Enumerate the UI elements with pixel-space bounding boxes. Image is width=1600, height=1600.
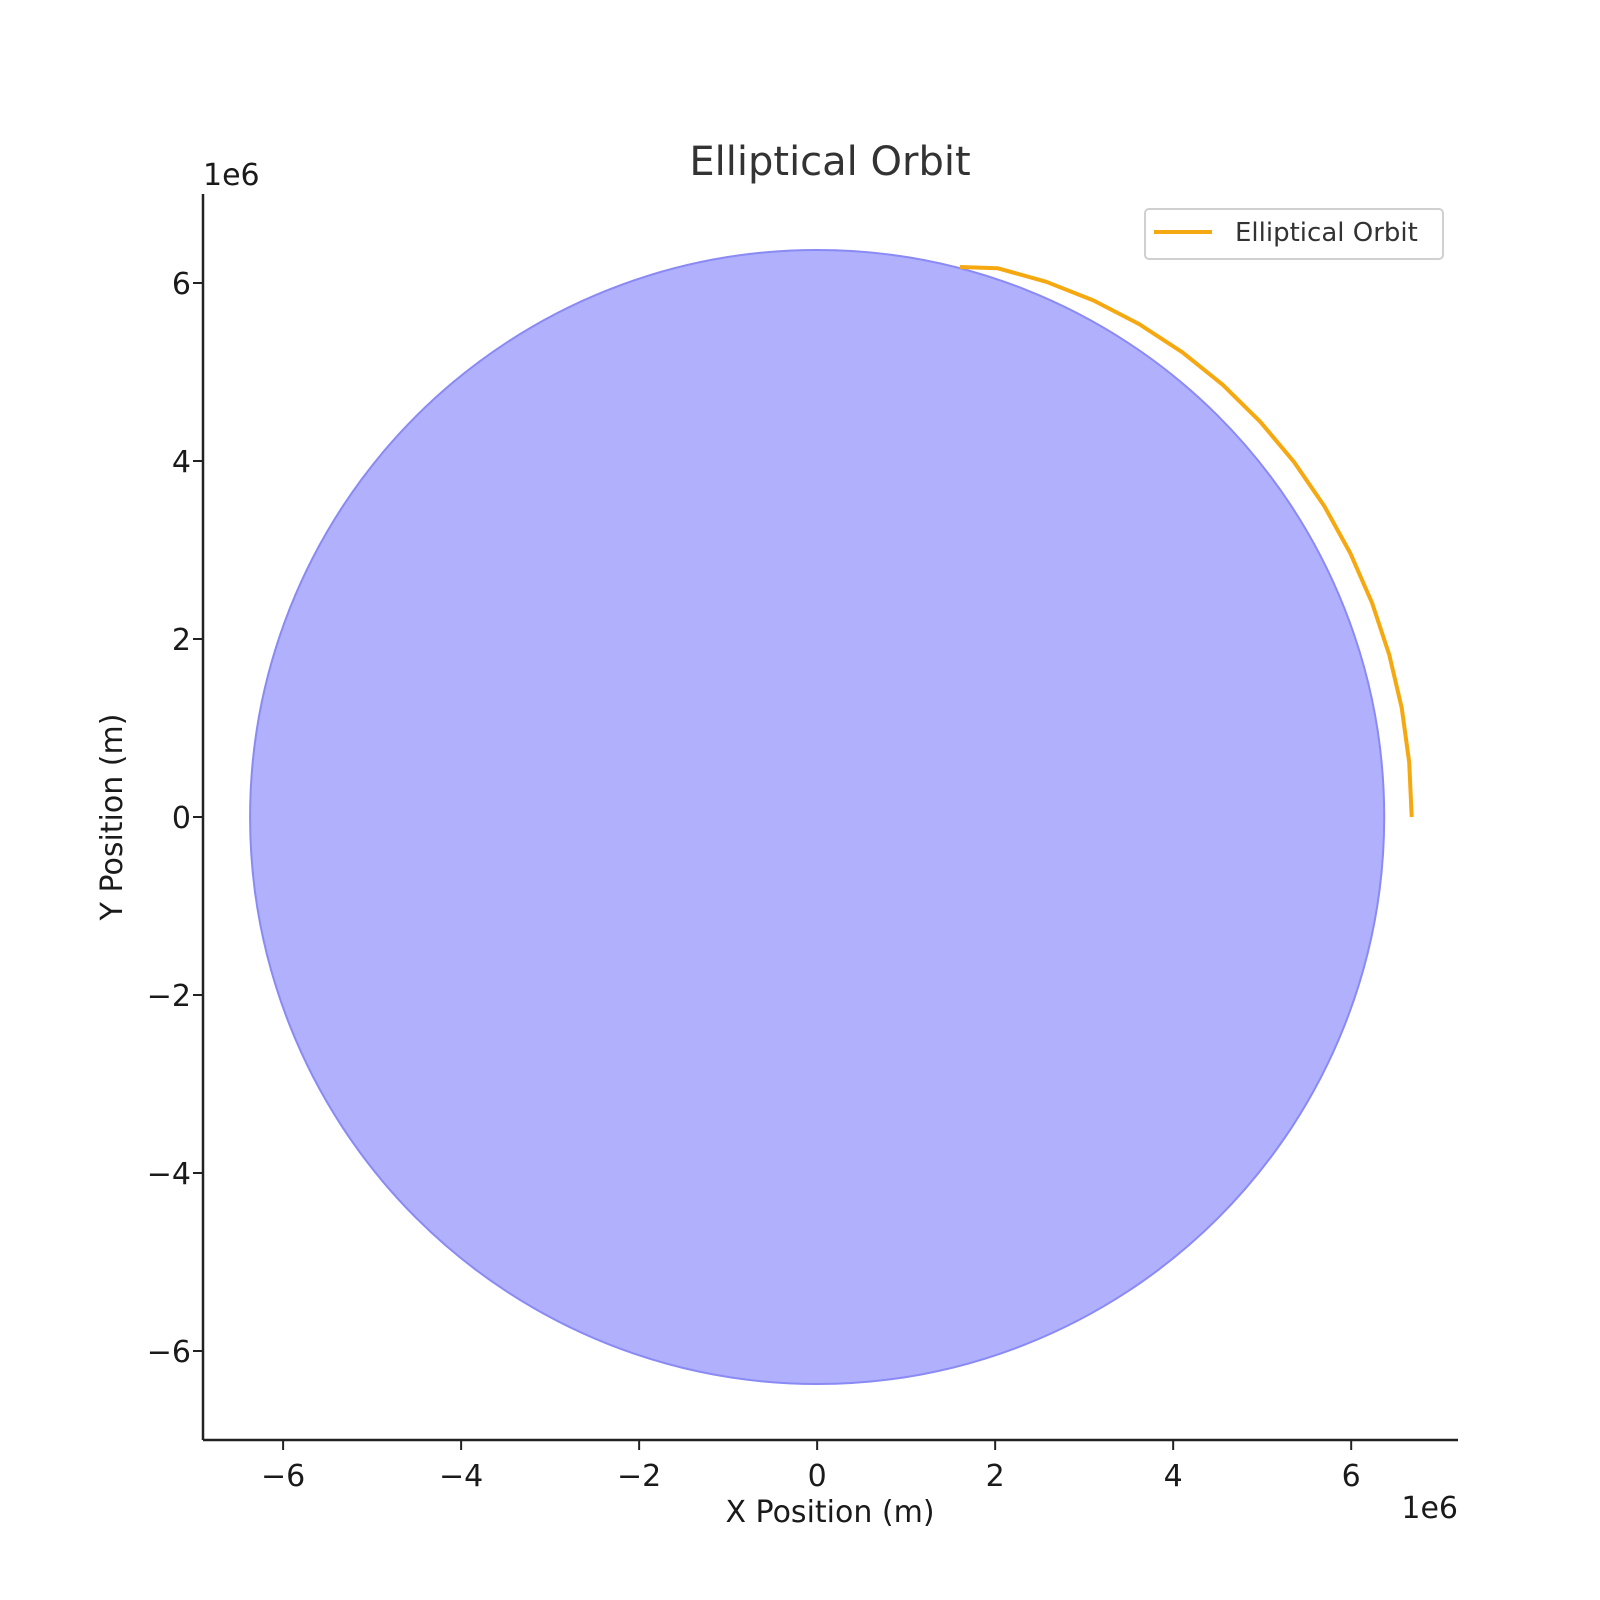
x-tick-label: 0 xyxy=(808,1459,827,1494)
legend-label: Elliptical Orbit xyxy=(1235,218,1418,248)
x-ticks: −6 −4 −2 0 2 4 6 xyxy=(261,1440,1361,1494)
x-offset-label: 1e6 xyxy=(1401,1491,1458,1526)
x-tick-label: 4 xyxy=(1164,1459,1183,1494)
x-tick-label: −4 xyxy=(439,1459,483,1494)
y-tick-label: 2 xyxy=(172,623,191,658)
y-tick-label: −4 xyxy=(147,1157,191,1192)
y-offset-label: 1e6 xyxy=(203,158,260,193)
x-tick-label: 2 xyxy=(986,1459,1005,1494)
y-tick-label: 6 xyxy=(172,267,191,302)
y-tick-label: −2 xyxy=(147,979,191,1014)
planet-disk xyxy=(249,248,1386,1386)
y-ticks: −6 −4 −2 0 2 4 6 xyxy=(147,267,203,1370)
x-axis-label: X Position (m) xyxy=(725,1495,934,1530)
chart-title: Elliptical Orbit xyxy=(689,139,970,185)
y-tick-label: −6 xyxy=(147,1335,191,1370)
x-tick-label: −2 xyxy=(617,1459,661,1494)
legend-box xyxy=(1144,208,1444,260)
y-axis-label: Y Position (m) xyxy=(95,714,130,922)
y-tick-label: 0 xyxy=(172,801,191,836)
y-tick-label: 4 xyxy=(172,445,191,480)
plot-area xyxy=(249,248,1414,1386)
x-tick-label: −6 xyxy=(261,1459,305,1494)
series-line-0 xyxy=(959,265,1414,818)
x-tick-label: 6 xyxy=(1342,1459,1361,1494)
legend: Elliptical Orbit xyxy=(1144,208,1444,260)
